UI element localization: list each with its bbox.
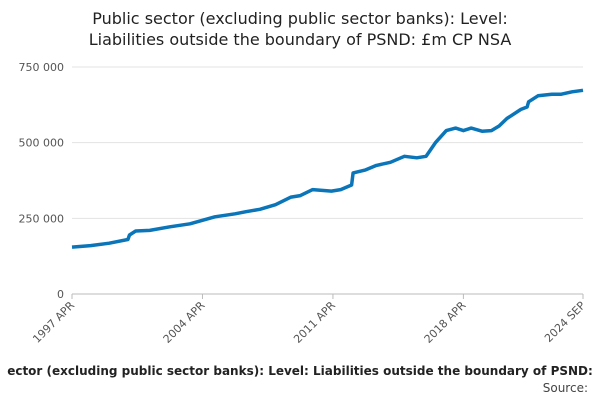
footer: ector (excluding public sector banks): L… <box>7 364 593 378</box>
y-tick-label: 250 000 <box>19 212 65 225</box>
source: Source: <box>542 381 588 395</box>
title-line: Liabilities outside the boundary of PSND… <box>88 30 512 49</box>
y-tick-label: 750 000 <box>19 61 65 74</box>
chart: 0 250 000 500 000 750 000 1997 APR 2004 APR 20… <box>19 61 589 346</box>
title-line: Public sector (excluding public sector b… <box>92 9 508 28</box>
x-tick-label: 2018 APR <box>422 299 469 346</box>
x-tick-label: 2011 APR <box>291 299 338 346</box>
line <box>71 88 584 249</box>
chart-title: Public sector (excluding public sector b… <box>0 8 600 50</box>
x-tick-label: 2004 APR <box>161 299 208 346</box>
y-tick-label: 500 000 <box>19 137 65 150</box>
x-tick-label: 1997 APR <box>30 299 77 346</box>
y-tick-label: 0 <box>57 288 64 301</box>
x-tick-label: 2024 SEP <box>542 299 588 345</box>
